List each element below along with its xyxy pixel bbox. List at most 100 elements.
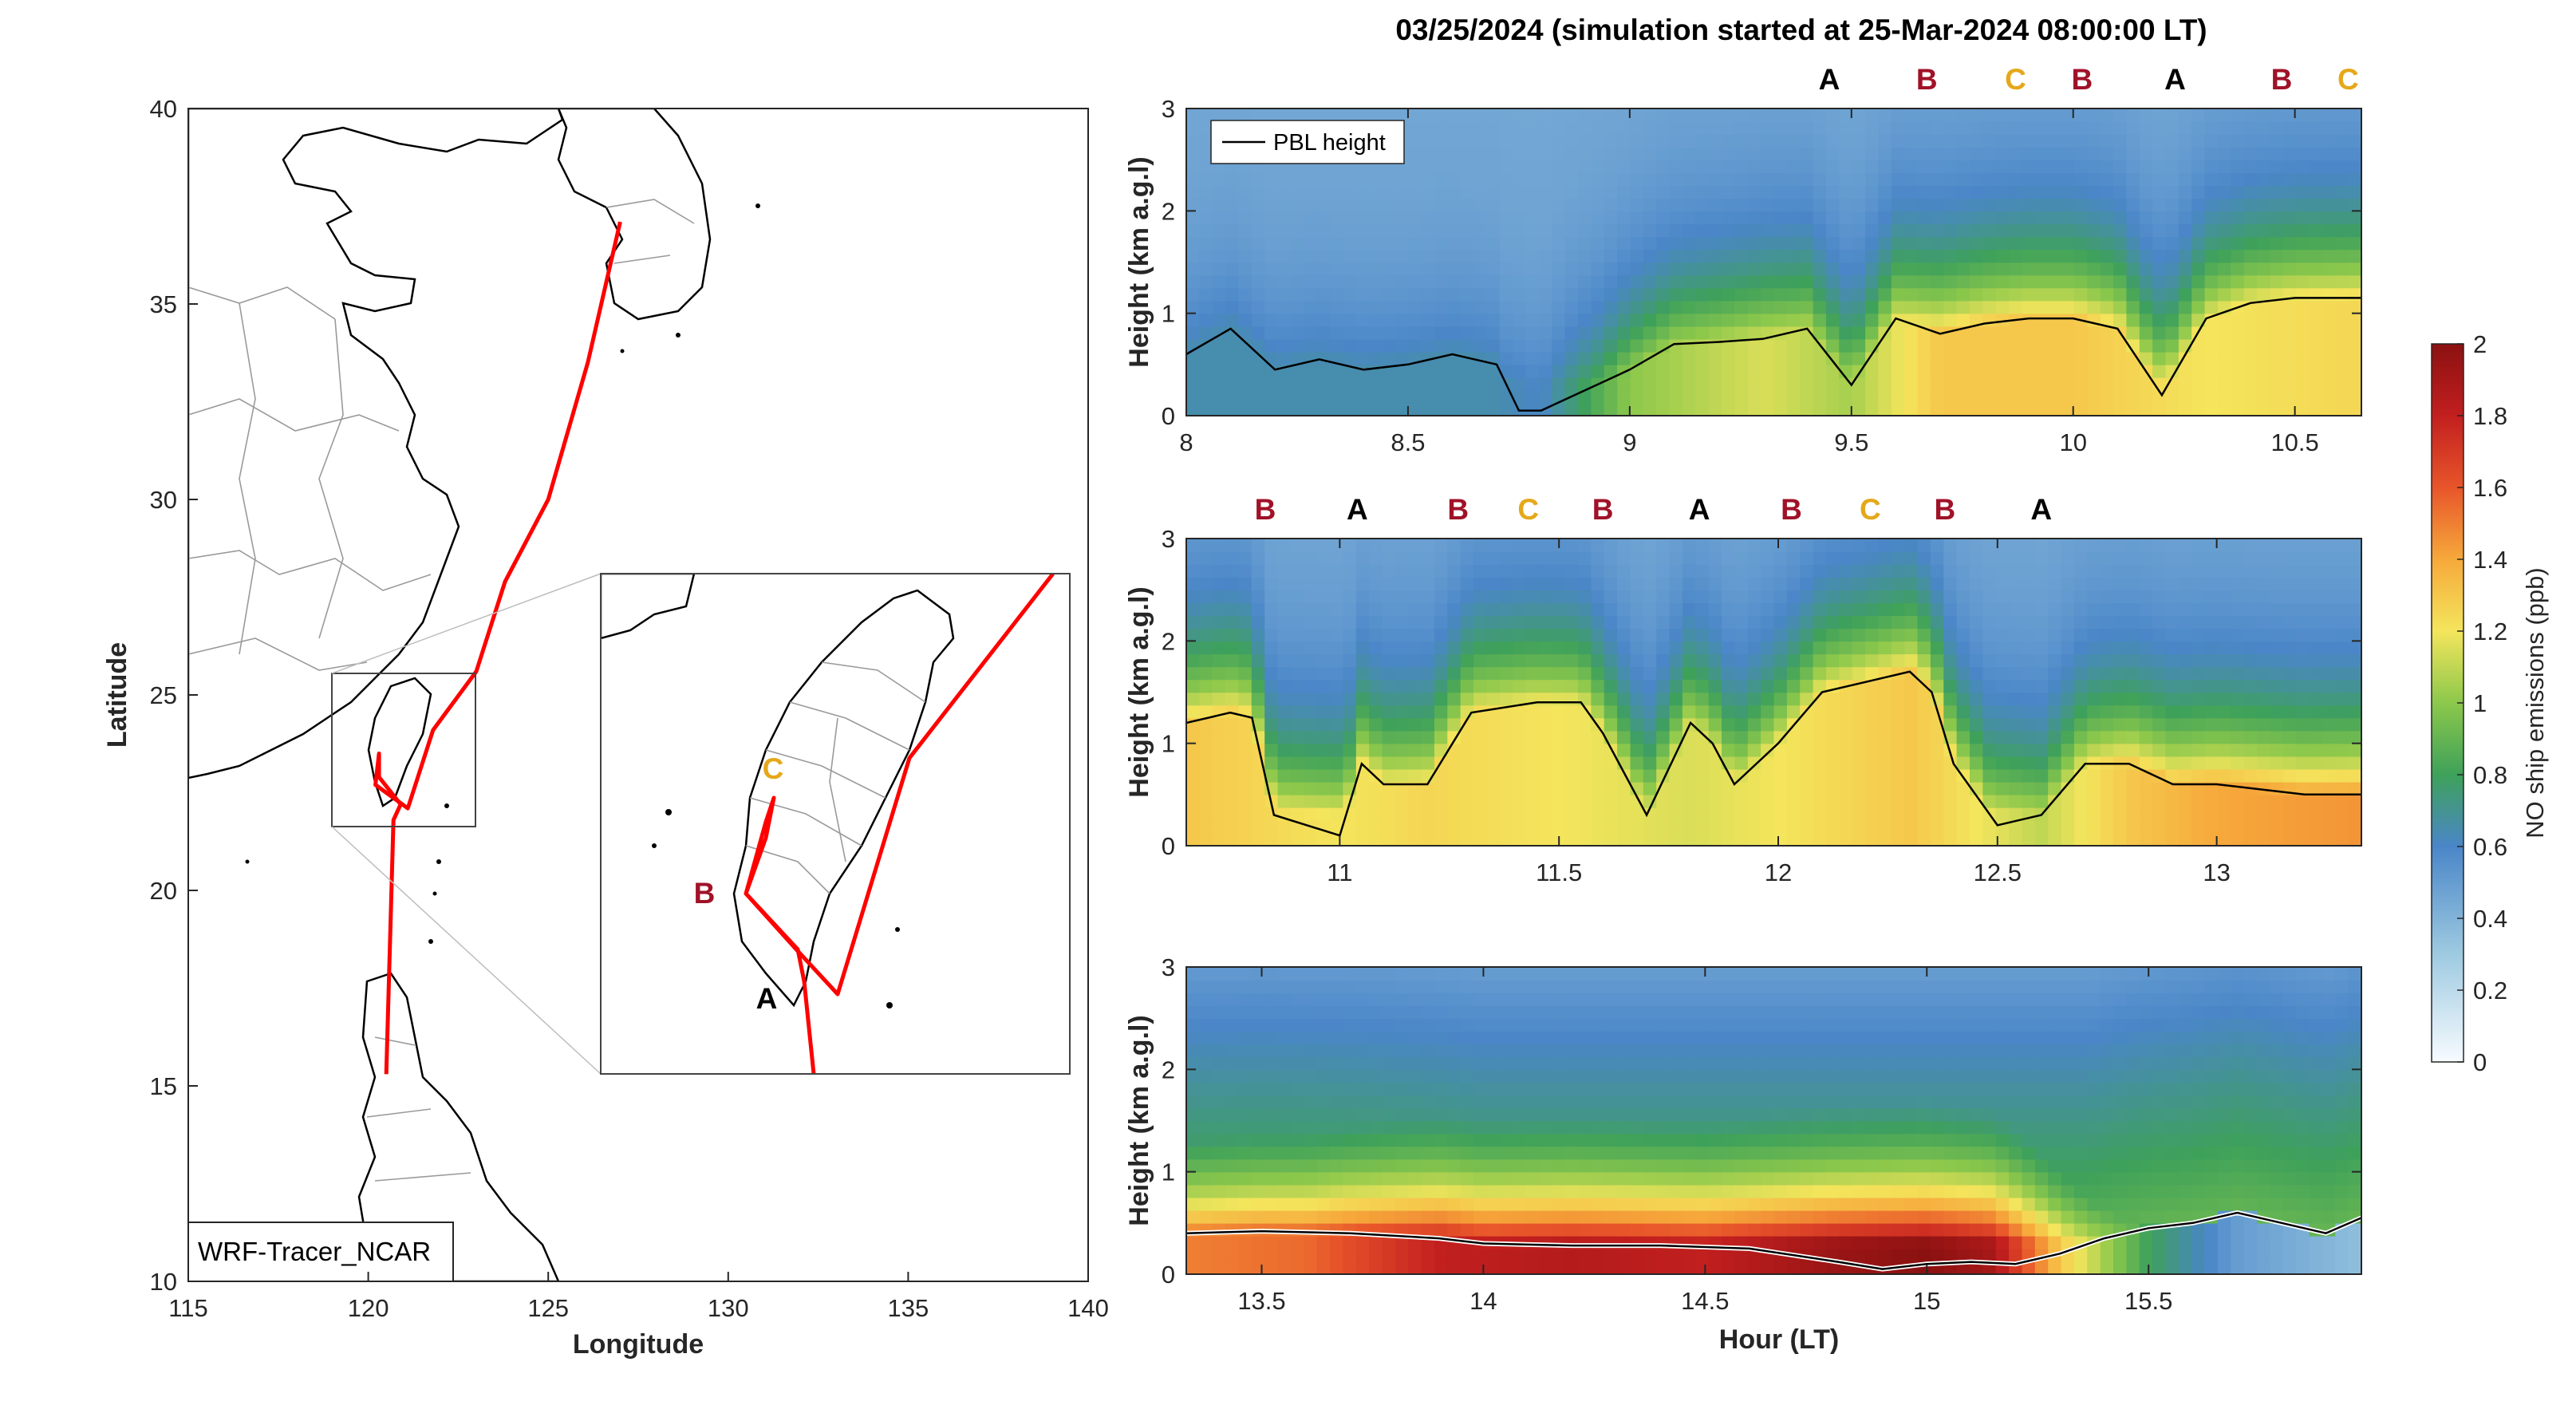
heatmap-cell — [2191, 160, 2206, 173]
map-ytick-label: 25 — [150, 681, 177, 709]
heatmap-cell — [2178, 198, 2193, 212]
heatmap-cell — [2178, 794, 2193, 808]
heatmap-cell — [1786, 223, 1801, 238]
route-marker-b: B — [1592, 493, 1614, 526]
heatmap-cell — [1708, 756, 1722, 770]
heatmap-cell — [1630, 539, 1644, 552]
heatmap-cell — [1513, 160, 1527, 173]
heatmap-cell — [1552, 326, 1566, 340]
heatmap-cell — [1238, 1056, 1252, 1071]
heatmap-cell — [2073, 326, 2089, 340]
heatmap-cell — [1878, 338, 1892, 353]
heatmap-cell — [1290, 539, 1305, 552]
heatmap-cell — [2348, 743, 2361, 757]
heatmap-cell — [1513, 351, 1527, 365]
heatmap-cell — [2309, 679, 2323, 693]
heatmap-cell — [1186, 109, 1201, 122]
heatmap-cell — [2243, 743, 2258, 757]
heatmap-cell — [2218, 768, 2232, 783]
heatmap-cell — [2113, 389, 2128, 404]
heatmap-cell — [1212, 768, 1226, 783]
heatmap-cell — [1786, 377, 1801, 391]
heatmap-cell — [2009, 781, 2023, 795]
heatmap-cell — [1486, 377, 1501, 391]
heatmap-cell — [1865, 679, 1880, 693]
heatmap-cell — [2034, 768, 2049, 783]
heatmap-cell — [2061, 198, 2075, 212]
heatmap-cell — [2073, 551, 2089, 565]
heatmap-cell — [1460, 768, 1474, 783]
heatmap-cell — [1630, 564, 1644, 578]
heatmap-cell — [2296, 223, 2310, 238]
heatmap-cell — [1316, 1210, 1331, 1224]
heatmap-cell — [2335, 313, 2349, 327]
heatmap-cell — [1186, 1082, 1201, 1096]
heatmap-cell — [2218, 377, 2232, 391]
heatmap-cell — [2113, 377, 2128, 391]
heatmap-cell — [1538, 109, 1553, 122]
heatmap-cell — [1578, 551, 1592, 565]
heatmap-cell — [1473, 794, 1488, 808]
heatmap-cell — [2152, 198, 2167, 212]
heatmap-cell — [1304, 1120, 1318, 1135]
heatmap-cell — [1722, 236, 1736, 251]
heatmap-cell — [2113, 274, 2128, 289]
heatmap-cell — [1421, 1082, 1435, 1096]
heatmap-cell — [2282, 666, 2297, 681]
heatmap-cell — [1408, 590, 1422, 603]
heatmap-cell — [1238, 564, 1252, 578]
heatmap-cell — [2087, 615, 2101, 630]
heatmap-cell — [1447, 1146, 1462, 1160]
heatmap-cell — [1656, 590, 1671, 603]
heatmap-cell — [1447, 172, 1462, 186]
heatmap-cell — [2243, 134, 2258, 148]
heatmap-cell — [2257, 274, 2271, 289]
heatmap-cell — [2139, 551, 2153, 565]
heatmap-cell — [1722, 692, 1736, 706]
heatmap-cell — [1630, 403, 1644, 416]
heatmap-cell — [1421, 121, 1435, 135]
heatmap-cell — [1552, 679, 1566, 693]
heatmap-cell — [1617, 564, 1631, 578]
heatmap-cell — [1460, 980, 1474, 993]
heatmap-cell — [2152, 109, 2167, 122]
heatmap-cell — [1669, 172, 1683, 186]
heatmap-cell — [1382, 833, 1396, 846]
heatmap-cell — [2257, 147, 2271, 160]
heatmap-cell — [2257, 602, 2271, 616]
heatmap-cell — [1813, 313, 1827, 327]
heatmap-cell — [1447, 389, 1462, 404]
heatmap-cell — [2034, 109, 2049, 122]
heatmap-cell — [1682, 300, 1697, 314]
heatmap-cell — [1264, 1248, 1279, 1262]
heatmap-cell — [2322, 641, 2337, 655]
heatmap-cell — [1316, 967, 1331, 981]
heatmap-cell — [1382, 730, 1396, 744]
heatmap-cell — [1643, 615, 1657, 630]
heatmap-cell — [1199, 121, 1213, 135]
heatmap-cell — [1708, 679, 1722, 693]
heatmap-cell — [1238, 1107, 1252, 1122]
heatmap-cell — [1904, 539, 1919, 552]
heatmap-cell — [2309, 666, 2323, 681]
heatmap-cell — [1460, 1005, 1474, 1019]
heatmap-cell — [1630, 211, 1644, 225]
heatmap-cell — [1525, 539, 1540, 552]
heatmap-cell — [2348, 833, 2361, 846]
heatmap-cell — [1290, 807, 1305, 821]
heatmap-cell — [1578, 249, 1592, 263]
heatmap-cell — [1382, 794, 1396, 808]
heatmap-cell — [1290, 262, 1305, 276]
heatmap-cell — [2152, 602, 2167, 616]
heatmap-cell — [2022, 338, 2036, 353]
heatmap-cell — [2087, 717, 2101, 732]
heatmap-cell — [1277, 768, 1292, 783]
heatmap-cell — [1891, 679, 1905, 693]
heatmap-cell — [1956, 313, 1970, 327]
heatmap-cell — [1460, 109, 1474, 122]
heatmap-cell — [2218, 628, 2232, 642]
heatmap-cell — [1421, 1248, 1435, 1262]
heatmap-cell — [1225, 1248, 1240, 1262]
heatmap-cell — [1917, 134, 1931, 148]
heatmap-cell — [1304, 730, 1318, 744]
